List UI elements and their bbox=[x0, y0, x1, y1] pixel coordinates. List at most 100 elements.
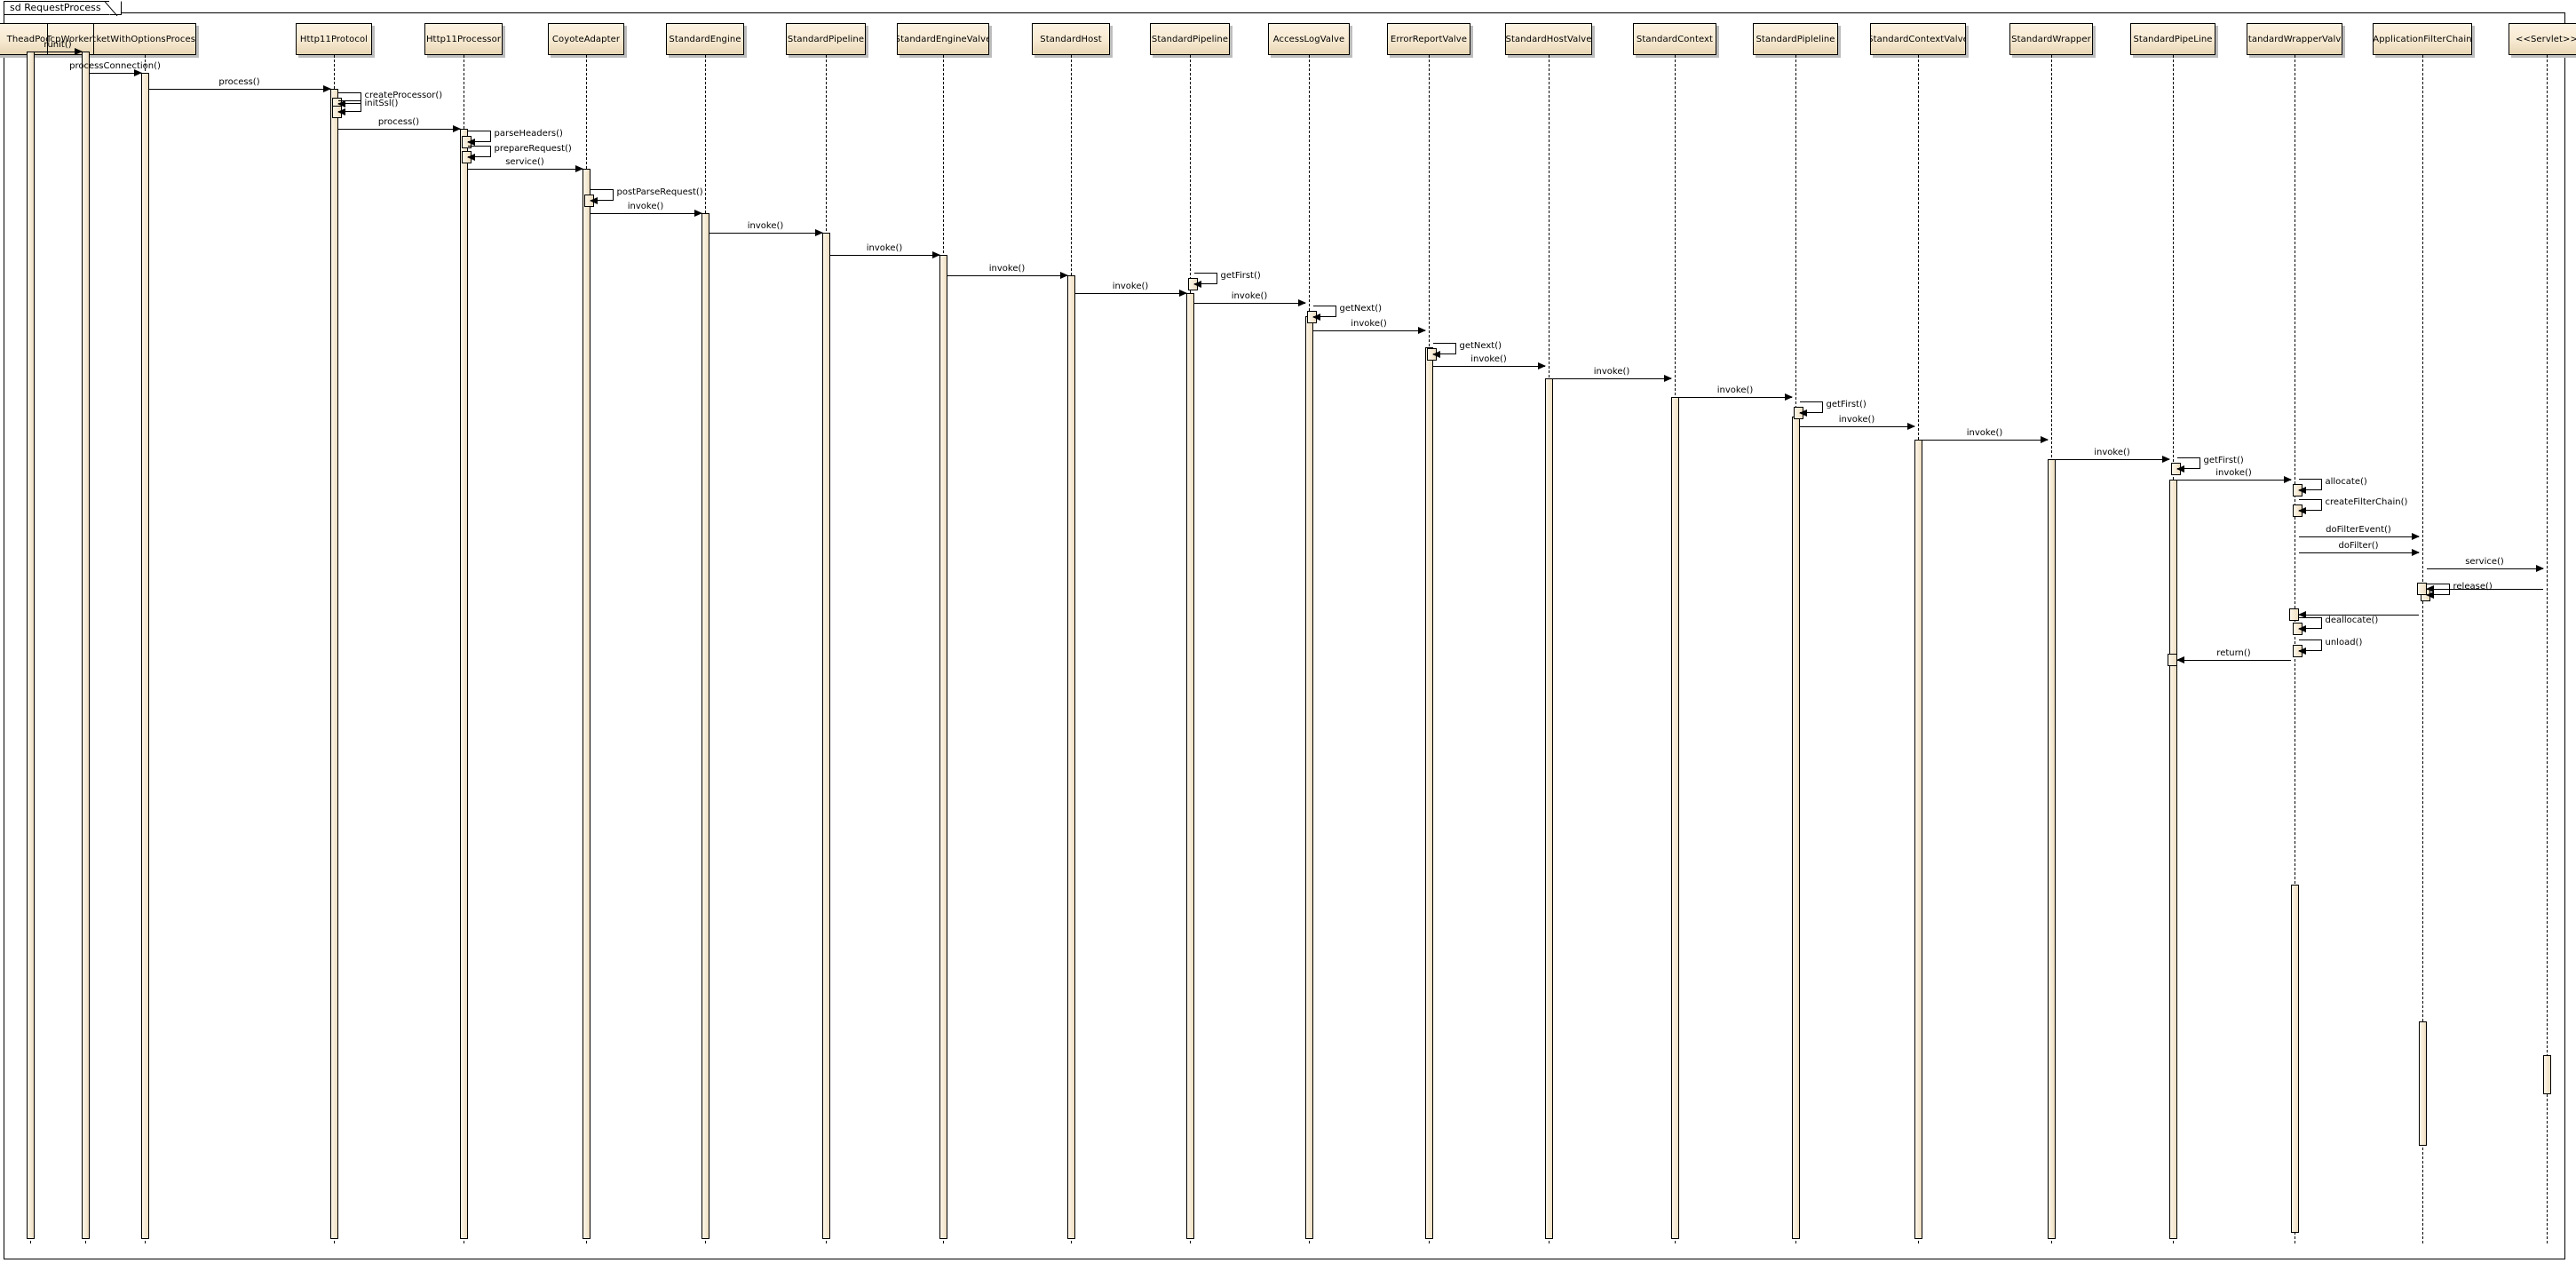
message-arrow-m17[interactable] bbox=[1193, 299, 1306, 306]
lifeline-head-standardcontextvalve[interactable]: StandardContextValve bbox=[1870, 23, 1966, 55]
lifeline-head-standardwrappervalve[interactable]: StandardWrapperValve bbox=[2247, 23, 2342, 55]
message-arrow-m40[interactable] bbox=[2176, 656, 2291, 663]
message-label-m22: invoke() bbox=[1593, 367, 1630, 377]
lifeline-head-standardpipeline3[interactable]: StandardPipleline bbox=[1753, 23, 1838, 55]
lifeline-head-errorreportvalve[interactable]: ErrorReportValve bbox=[1387, 23, 1470, 55]
self-message-m7[interactable] bbox=[466, 131, 491, 146]
lifeline-head-standardengine[interactable]: StandardEngine bbox=[666, 23, 744, 55]
self-message-m24[interactable] bbox=[1798, 401, 1823, 417]
activation-bar-standardengine bbox=[701, 213, 709, 1239]
lifeline-head-standardcontext[interactable]: StandardContext bbox=[1633, 23, 1716, 55]
arrowhead-icon bbox=[1059, 272, 1068, 279]
message-label-m36: release() bbox=[2453, 582, 2493, 592]
message-label-m29: invoke() bbox=[2215, 468, 2252, 478]
self-message-m31[interactable] bbox=[2297, 499, 2322, 514]
message-arrow-m23[interactable] bbox=[1678, 393, 1793, 401]
message-label-m26: invoke() bbox=[1966, 428, 2003, 438]
arrowhead-icon bbox=[1663, 375, 1672, 382]
self-message-m36[interactable] bbox=[2425, 584, 2450, 599]
message-arrow-m26[interactable] bbox=[1922, 436, 2049, 443]
self-message-m30[interactable] bbox=[2297, 479, 2322, 494]
arrowhead-icon bbox=[2411, 549, 2420, 556]
message-arrow-m12[interactable] bbox=[709, 229, 823, 236]
frame-label-pentagon: sd RequestProcess bbox=[4, 1, 122, 17]
message-label-m9: service() bbox=[505, 157, 544, 167]
message-arrow-m32[interactable] bbox=[2298, 533, 2420, 540]
message-label-m4: createProcessor() bbox=[364, 91, 443, 100]
message-label-m25: invoke() bbox=[1838, 415, 1875, 425]
lifeline-head-accesslogvalve[interactable]: AccessLogValve bbox=[1268, 23, 1350, 55]
self-message-m39[interactable] bbox=[2297, 639, 2322, 655]
message-arrow-m14[interactable] bbox=[947, 272, 1068, 279]
lifeline-head-standardenginevalve[interactable]: StandardEngineValve bbox=[897, 23, 989, 55]
message-arrow-m33[interactable] bbox=[2298, 549, 2420, 556]
message-label-m15: invoke() bbox=[1112, 282, 1149, 291]
lifeline-head-standardpipeline1[interactable]: StandardPipeline bbox=[786, 23, 866, 55]
lifeline-stem-applicationfilterchain bbox=[2422, 55, 2423, 1243]
message-arrow-m37[interactable] bbox=[2297, 611, 2419, 618]
lifeline-head-standardhost[interactable]: StandardHost bbox=[1032, 23, 1110, 55]
message-arrow-m19[interactable] bbox=[1312, 327, 1426, 334]
message-arrow-m21[interactable] bbox=[1432, 362, 1546, 369]
arrowhead-icon bbox=[1784, 393, 1793, 401]
activation-bar-standardhost bbox=[1066, 275, 1075, 1239]
self-message-m5[interactable] bbox=[337, 100, 361, 115]
self-message-m10[interactable] bbox=[589, 189, 614, 204]
message-arrow-m35[interactable] bbox=[2425, 585, 2543, 592]
message-arrow-m3[interactable] bbox=[148, 85, 331, 92]
arrowhead-icon bbox=[931, 251, 940, 258]
self-message-m16[interactable] bbox=[1193, 273, 1217, 288]
message-arrow-m15[interactable] bbox=[1074, 290, 1187, 297]
lifeline-label: <<Servlet>> bbox=[2516, 34, 2576, 44]
message-arrow-m13[interactable] bbox=[829, 251, 940, 258]
activation-bar-http11protocol bbox=[329, 89, 338, 1239]
self-message-m4[interactable] bbox=[337, 92, 361, 107]
arrowhead-icon bbox=[466, 138, 475, 146]
arrowhead-icon bbox=[1906, 423, 1915, 430]
arrowhead-icon bbox=[2297, 506, 2306, 514]
activation-bar-servlet bbox=[2542, 1055, 2551, 1094]
message-arrow-m29[interactable] bbox=[2176, 476, 2292, 483]
self-message-m8[interactable] bbox=[466, 146, 491, 161]
message-arrow-m2[interactable] bbox=[89, 69, 142, 76]
lifeline-head-http11processor[interactable]: Http11Processor bbox=[424, 23, 503, 55]
activation-bar-http11processor bbox=[459, 129, 468, 1239]
lifeline-label: StandardPipeline bbox=[1151, 34, 1229, 44]
arrowhead-icon bbox=[2283, 476, 2292, 483]
message-label-m17: invoke() bbox=[1231, 291, 1268, 301]
self-message-m20[interactable] bbox=[1431, 343, 1456, 358]
message-label-m27: invoke() bbox=[2094, 448, 2130, 457]
lifeline-label: StandardPipeLine bbox=[2133, 34, 2213, 44]
lifeline-head-standardpipeline4[interactable]: StandardPipeLine bbox=[2130, 23, 2215, 55]
lifeline-head-coyoteadapter[interactable]: CoyoteAdapter bbox=[548, 23, 624, 55]
message-arrow-m25[interactable] bbox=[1799, 423, 1915, 430]
message-label-m31: createFilterChain() bbox=[2325, 497, 2408, 507]
lifeline-label: StandardHostValve bbox=[1505, 34, 1592, 44]
lifeline-head-socketwithoptions[interactable]: SocketWithOptionsProcessor bbox=[93, 23, 196, 55]
message-arrow-m22[interactable] bbox=[1552, 375, 1672, 382]
lifeline-head-servlet[interactable]: <<Servlet>> bbox=[2509, 23, 2576, 55]
activation-bar-tcpworkerthread bbox=[81, 52, 90, 1239]
lifeline-head-standardhostvalve[interactable]: StandardHostValve bbox=[1505, 23, 1592, 55]
lifeline-stem-servlet bbox=[2547, 55, 2548, 1243]
self-message-m38[interactable] bbox=[2297, 617, 2322, 632]
lifeline-head-http11protocol[interactable]: Http11Protocol bbox=[296, 23, 372, 55]
message-label-m1: runit() bbox=[44, 40, 72, 50]
message-label-m32: doFilterEvent() bbox=[2326, 525, 2391, 535]
message-arrow-m11[interactable] bbox=[590, 210, 702, 217]
lifeline-head-standardpipeline2[interactable]: StandardPipeline bbox=[1150, 23, 1230, 55]
activation-bar-standardhostvalve bbox=[1544, 378, 1553, 1239]
self-message-m28[interactable] bbox=[2176, 457, 2200, 473]
message-label-m2: processConnection() bbox=[69, 61, 161, 71]
activation-bar-applicationfilterchain bbox=[2418, 1021, 2427, 1146]
lifeline-head-standardwrapper[interactable]: StandardWrapper bbox=[2009, 23, 2093, 55]
activation-bar-standardpipeline3 bbox=[1791, 417, 1800, 1239]
lifeline-head-applicationfilterchain[interactable]: ApplicationFilterChain bbox=[2373, 23, 2472, 55]
lifeline-label: StandardEngineValve bbox=[897, 34, 989, 44]
message-arrow-m9[interactable] bbox=[467, 165, 583, 172]
message-arrow-m27[interactable] bbox=[2055, 456, 2170, 463]
message-arrow-m6[interactable] bbox=[337, 125, 461, 132]
self-message-m18[interactable] bbox=[1312, 306, 1336, 321]
message-label-m19: invoke() bbox=[1351, 319, 1387, 329]
message-arrow-m34[interactable] bbox=[2426, 565, 2544, 572]
